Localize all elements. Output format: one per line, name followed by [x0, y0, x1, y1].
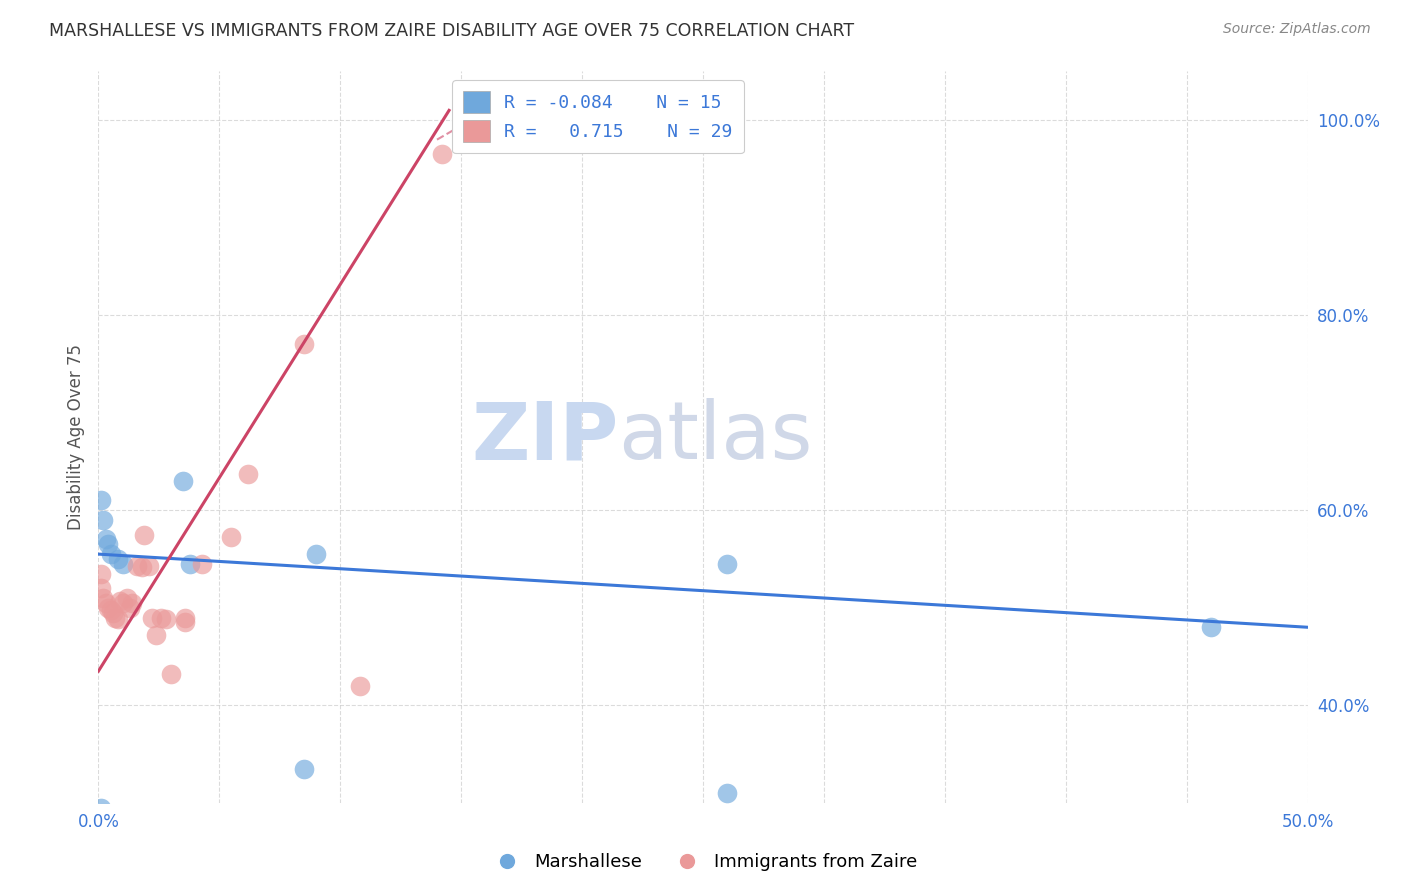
Point [97, 600, 120, 615]
Point [117, 591, 139, 605]
Point [174, 615, 197, 630]
Point [97, 537, 120, 551]
Point [91, 591, 114, 605]
Point [174, 610, 197, 624]
Point [100, 603, 122, 617]
Text: atlas: atlas [619, 398, 813, 476]
Point [292, 762, 315, 776]
Legend: R = -0.084    N = 15, R =   0.715    N = 29: R = -0.084 N = 15, R = 0.715 N = 29 [453, 80, 744, 153]
Point [90, 566, 112, 581]
Point [107, 612, 129, 626]
Text: ZIP: ZIP [471, 398, 619, 476]
Point [716, 786, 738, 800]
Point [131, 559, 153, 574]
Point [305, 547, 328, 561]
Point [100, 547, 122, 561]
Point [91, 513, 114, 527]
Point [292, 337, 315, 351]
Point [430, 147, 453, 161]
Point [94, 596, 117, 610]
Point [716, 557, 738, 571]
Point [111, 596, 134, 610]
Point [134, 527, 156, 541]
Point [94, 855, 117, 869]
Y-axis label: Disability Age Over 75: Disability Age Over 75 [66, 344, 84, 530]
Point [94, 533, 117, 547]
Point [191, 557, 214, 571]
Point [179, 557, 201, 571]
Point [121, 596, 143, 610]
Point [111, 557, 134, 571]
Text: MARSHALLESE VS IMMIGRANTS FROM ZAIRE DISABILITY AGE OVER 75 CORRELATION CHART: MARSHALLESE VS IMMIGRANTS FROM ZAIRE DIS… [49, 22, 855, 40]
Point [1199, 620, 1222, 634]
Point [90, 800, 112, 814]
Point [155, 612, 177, 626]
Point [90, 581, 112, 595]
Point [104, 610, 127, 624]
Point [101, 606, 124, 620]
Point [349, 679, 371, 693]
Point [172, 474, 194, 488]
Point [90, 493, 112, 508]
Point [107, 552, 129, 566]
Point [160, 667, 183, 681]
Legend: Marshallese, Immigrants from Zaire: Marshallese, Immigrants from Zaire [481, 847, 925, 879]
Point [108, 594, 131, 608]
Point [150, 610, 173, 624]
Point [141, 610, 163, 624]
Point [127, 558, 149, 573]
Point [238, 467, 260, 482]
Point [118, 600, 141, 615]
Text: Source: ZipAtlas.com: Source: ZipAtlas.com [1223, 22, 1371, 37]
Point [221, 530, 243, 544]
Point [138, 558, 160, 573]
Point [145, 628, 167, 642]
